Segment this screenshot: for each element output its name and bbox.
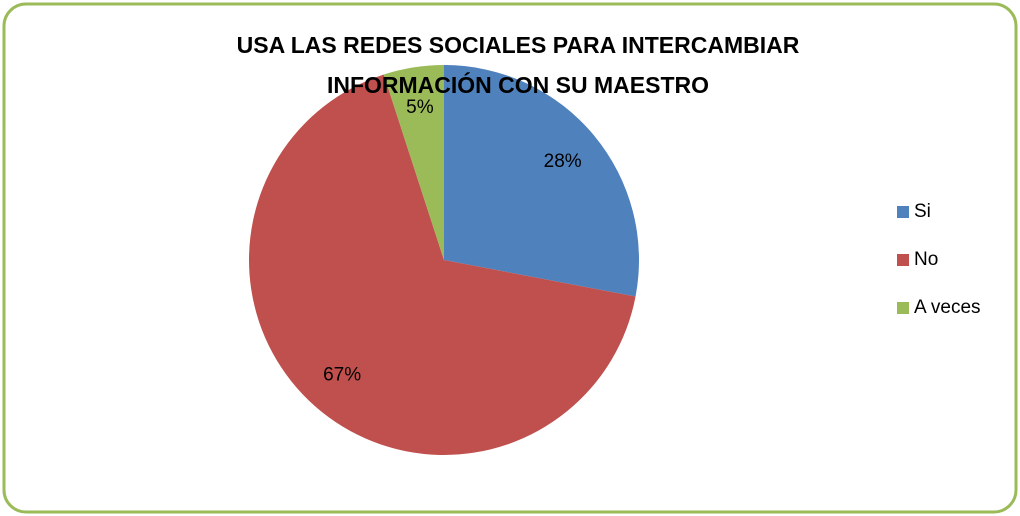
pie	[249, 65, 639, 456]
pie-slice	[249, 74, 636, 456]
pie-slice	[444, 65, 639, 297]
legend-swatch	[897, 302, 909, 314]
data-label: 67%	[323, 365, 361, 386]
legend-label: Si	[914, 201, 931, 222]
data-label: 5%	[406, 97, 434, 118]
legend-swatch	[897, 254, 909, 266]
chart-title: INFORMACIÓN CON SU MAESTRO	[327, 71, 709, 98]
chart-title: USA LAS REDES SOCIALES PARA INTERCAMBIAR	[237, 32, 800, 58]
data-label: 28%	[544, 151, 582, 172]
legend-swatch	[897, 206, 909, 218]
legend-label: A veces	[914, 297, 981, 318]
legend-label: No	[914, 249, 938, 270]
pie-slice	[383, 65, 444, 260]
